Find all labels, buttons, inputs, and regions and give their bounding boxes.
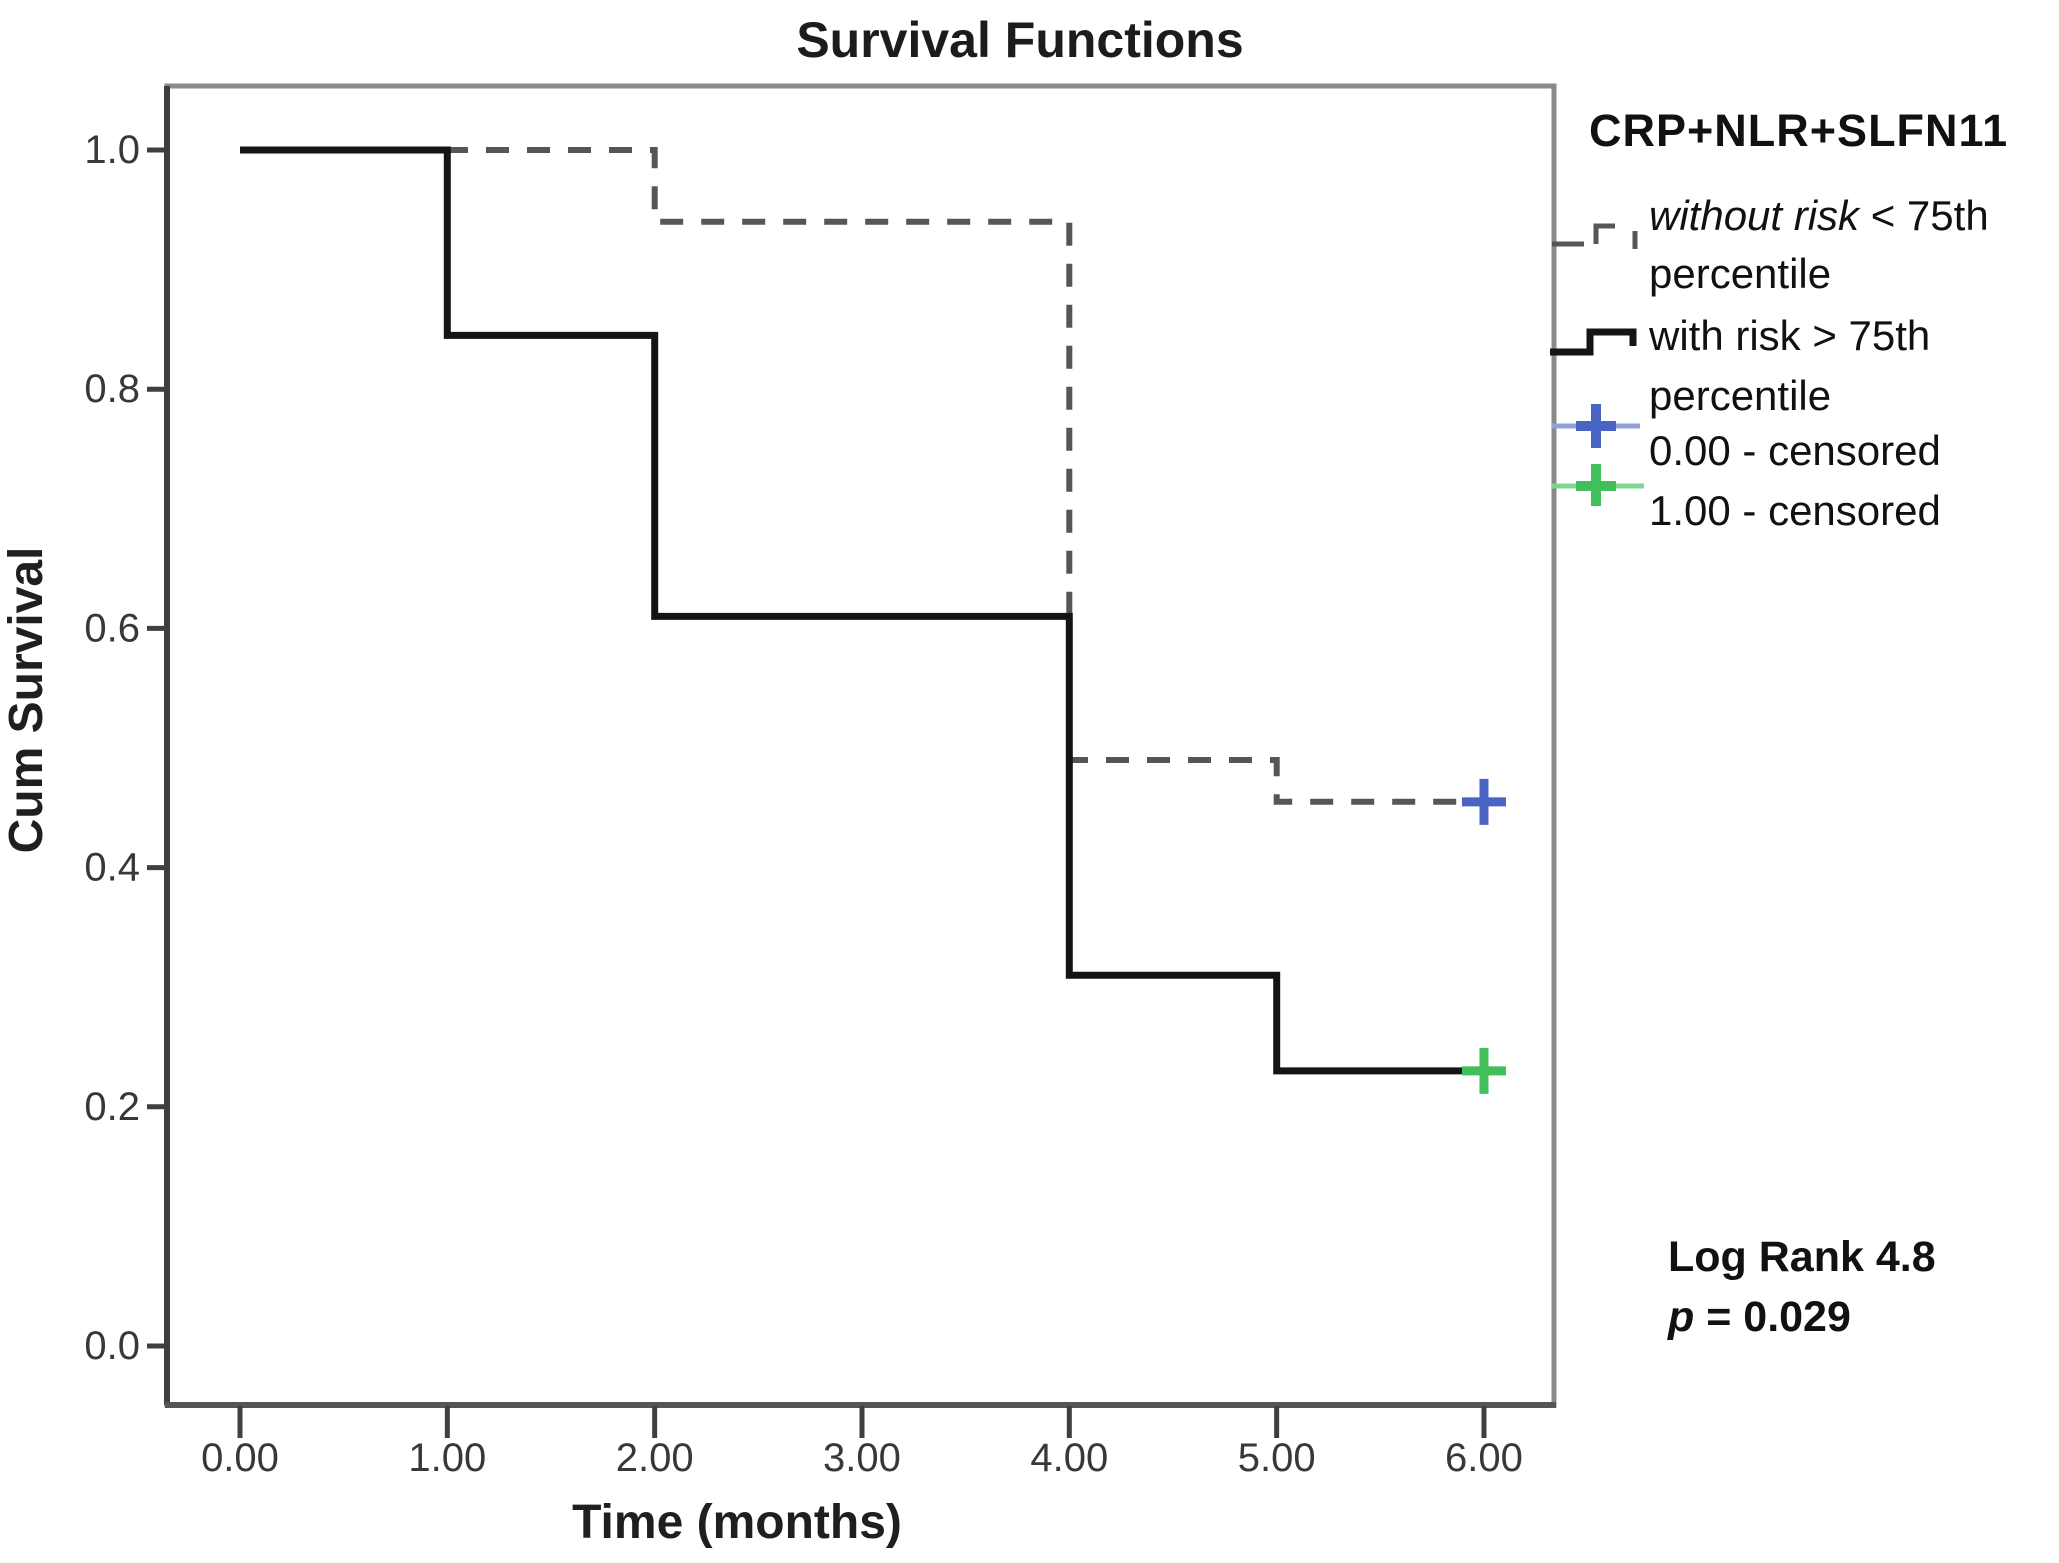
y-tick-label: 0.6	[84, 606, 140, 650]
x-tick-label: 6.00	[1445, 1436, 1523, 1480]
plot-border	[164, 83, 1557, 1408]
curve-with-risk	[240, 146, 1496, 1075]
y-axis-title: Cum Survival	[0, 547, 53, 854]
x-tick-label: 5.00	[1238, 1436, 1316, 1480]
censored-marker-1-00	[1461, 1047, 1506, 1094]
y-axis-ticks: 0.0 0.2 0.4 0.6 0.8 1.0	[84, 128, 166, 1368]
y-tick-label: 0.8	[84, 367, 140, 411]
chart-title: Survival Functions	[796, 12, 1243, 68]
legend-label-censored-0: 0.00 - censored	[1649, 427, 1941, 474]
survival-curves	[240, 146, 1506, 1094]
log-rank-annotation: Log Rank 4.8	[1668, 1233, 1936, 1281]
legend-label-without-risk-line2: percentile	[1649, 250, 1831, 297]
x-axis-title: Time (months)	[572, 1496, 902, 1549]
x-tick-label: 4.00	[1030, 1436, 1108, 1480]
x-tick-label: 0.00	[201, 1436, 279, 1480]
x-tick-label: 2.00	[616, 1436, 694, 1480]
legend-censored-1-swatch	[1552, 464, 1644, 506]
legend-solid-line-swatch	[1550, 328, 1637, 356]
x-tick-label: 3.00	[823, 1436, 901, 1480]
legend-label-with-risk-line2: percentile	[1649, 372, 1831, 419]
legend-label-censored-1: 1.00 - censored	[1649, 487, 1941, 534]
x-tick-label: 1.00	[408, 1436, 486, 1480]
legend-dashed-line-swatch	[1552, 223, 1638, 249]
curve-without-risk	[240, 147, 1496, 805]
p-value-annotation: p = 0.029	[1667, 1293, 1851, 1341]
legend-title: CRP+NLR+SLFN11	[1589, 105, 2008, 156]
censored-marker-0-00	[1461, 778, 1506, 825]
y-tick-label: 1.0	[84, 128, 140, 172]
legend-label-with-risk: with risk > 75th	[1648, 312, 1930, 359]
y-tick-label: 0.4	[84, 846, 140, 890]
y-tick-label: 0.0	[84, 1324, 140, 1368]
y-tick-label: 0.2	[84, 1085, 140, 1129]
legend-censored-0-swatch	[1552, 404, 1640, 448]
x-axis-ticks: 0.00 1.00 2.00 3.00 4.00 5.00 6.00	[201, 1406, 1523, 1480]
legend-label-without-risk: without risk < 75th	[1649, 192, 1989, 239]
